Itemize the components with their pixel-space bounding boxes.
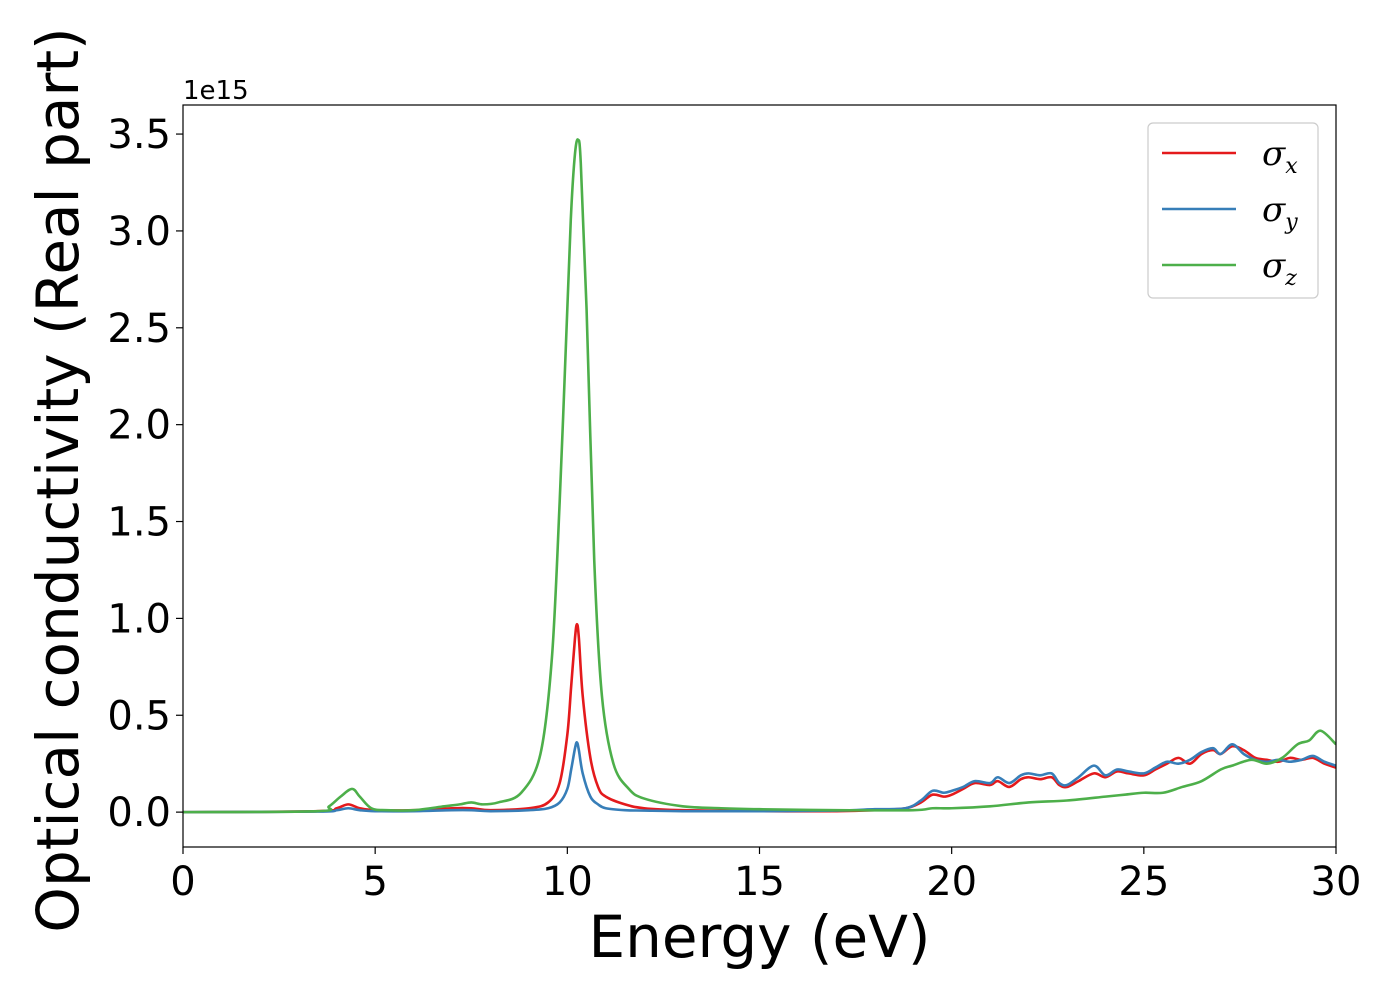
y-tick-label: 0.0 bbox=[107, 790, 171, 836]
y-tick-label: 1.5 bbox=[107, 500, 171, 546]
plot-area bbox=[183, 138, 1336, 814]
y-axis-ticks: 0.0 0.5 1.0 1.5 2.0 2.5 3.0 3.5 bbox=[107, 112, 183, 836]
y-tick-label: 2.5 bbox=[107, 306, 171, 352]
legend-entry-x: σx bbox=[1262, 134, 1298, 179]
x-axis-ticks: 0 5 10 15 20 25 30 bbox=[170, 847, 1361, 905]
y-tick-label: 2.0 bbox=[107, 403, 171, 449]
y-tick-label: 3.5 bbox=[107, 112, 171, 158]
series-line-y bbox=[183, 741, 1336, 814]
legend-entry-z: σz bbox=[1262, 246, 1297, 291]
x-tick-label: 10 bbox=[542, 859, 593, 905]
x-tick-label: 0 bbox=[170, 859, 195, 905]
legend-box bbox=[1147, 122, 1319, 299]
legend: σx σy σz bbox=[1147, 122, 1319, 299]
y-axis-label: Optical conductivity (Real part) bbox=[24, 27, 92, 932]
y-axis-offset-label: 1e15 bbox=[183, 76, 249, 106]
x-tick-label: 25 bbox=[1118, 859, 1169, 905]
y-tick-label: 3.0 bbox=[107, 209, 171, 255]
x-tick-label: 20 bbox=[926, 859, 977, 905]
y-tick-label: 0.5 bbox=[107, 693, 171, 739]
x-tick-label: 30 bbox=[1311, 859, 1362, 905]
x-axis-label: Energy (eV) bbox=[588, 903, 930, 971]
x-tick-label: 5 bbox=[362, 859, 387, 905]
x-tick-label: 15 bbox=[734, 859, 785, 905]
series-line-z bbox=[183, 138, 1336, 814]
legend-entry-y: σy bbox=[1262, 190, 1298, 235]
series-line-x bbox=[183, 622, 1336, 814]
y-tick-label: 1.0 bbox=[107, 596, 171, 642]
